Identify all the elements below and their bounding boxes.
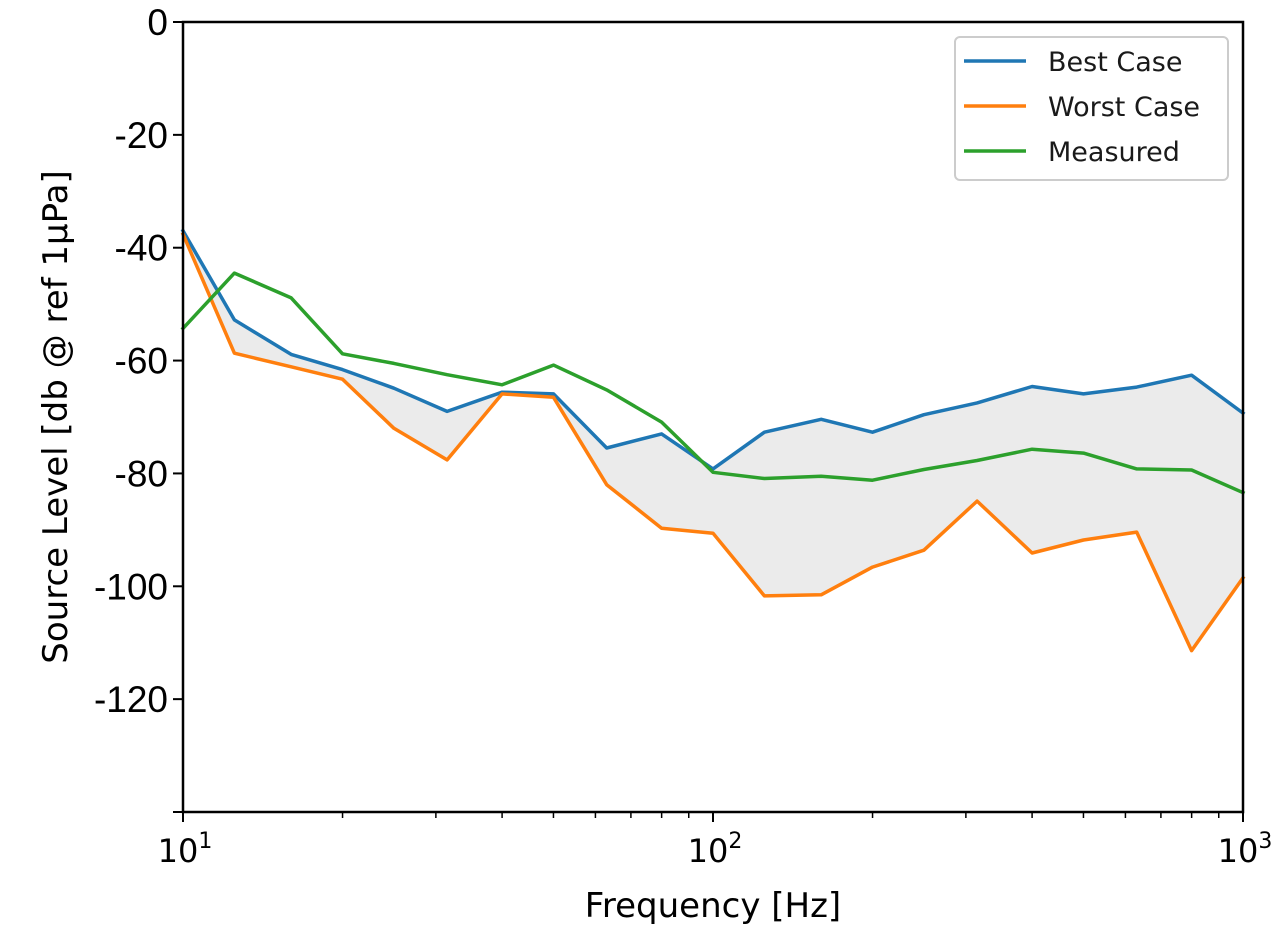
x-tick-label-exponent: 3: [1258, 829, 1272, 854]
series-line-worst-case: [180, 231, 1246, 653]
x-tick-label-exponent: 1: [198, 829, 212, 854]
legend-label: Worst Case: [1048, 92, 1200, 123]
legend-item: Worst Case: [964, 92, 1200, 123]
y-tick-label: -80: [115, 453, 168, 494]
y-axis-ticks: 0 -20 -40 -60 -80 -100 -120: [94, 2, 183, 813]
legend-item: Measured: [964, 137, 1180, 168]
y-tick-label: -40: [115, 228, 168, 269]
x-tick-label-exponent: 2: [728, 829, 742, 854]
legend-label: Best Case: [1048, 47, 1182, 78]
legend-frame: [954, 36, 1229, 181]
x-axis-label: Frequency [Hz]: [585, 886, 841, 926]
x-tick-label: 102: [688, 829, 743, 870]
series-line-measured: [180, 271, 1246, 495]
y-tick-label: -20: [115, 115, 168, 156]
plot-area: [180, 227, 1246, 653]
series-layer: [180, 228, 1246, 653]
legend-item: Best Case: [964, 47, 1182, 78]
x-axis-ticks: 101 102 103: [158, 812, 1273, 870]
x-tick-label-base: 10: [1218, 832, 1259, 870]
legend-label: Measured: [1048, 137, 1180, 168]
x-tick-label: 101: [158, 829, 213, 870]
y-tick-label: -120: [94, 679, 168, 720]
y-axis-label: Source Level [db @ ref 1μPa]: [36, 170, 76, 663]
y-tick-label: -100: [94, 566, 168, 607]
x-tick-label-base: 10: [158, 832, 199, 870]
fill-layer: [182, 227, 1244, 653]
fill-between-region: [182, 227, 1244, 653]
legend-items: Best Case Worst Case Measured: [964, 47, 1200, 168]
series-line-best-case: [180, 228, 1246, 471]
legend: Best Case Worst Case Measured: [954, 36, 1229, 181]
x-tick-label: 103: [1218, 829, 1273, 870]
x-tick-label-base: 10: [688, 832, 729, 870]
y-tick-label: -60: [115, 341, 168, 382]
y-tick-label: 0: [147, 2, 168, 43]
